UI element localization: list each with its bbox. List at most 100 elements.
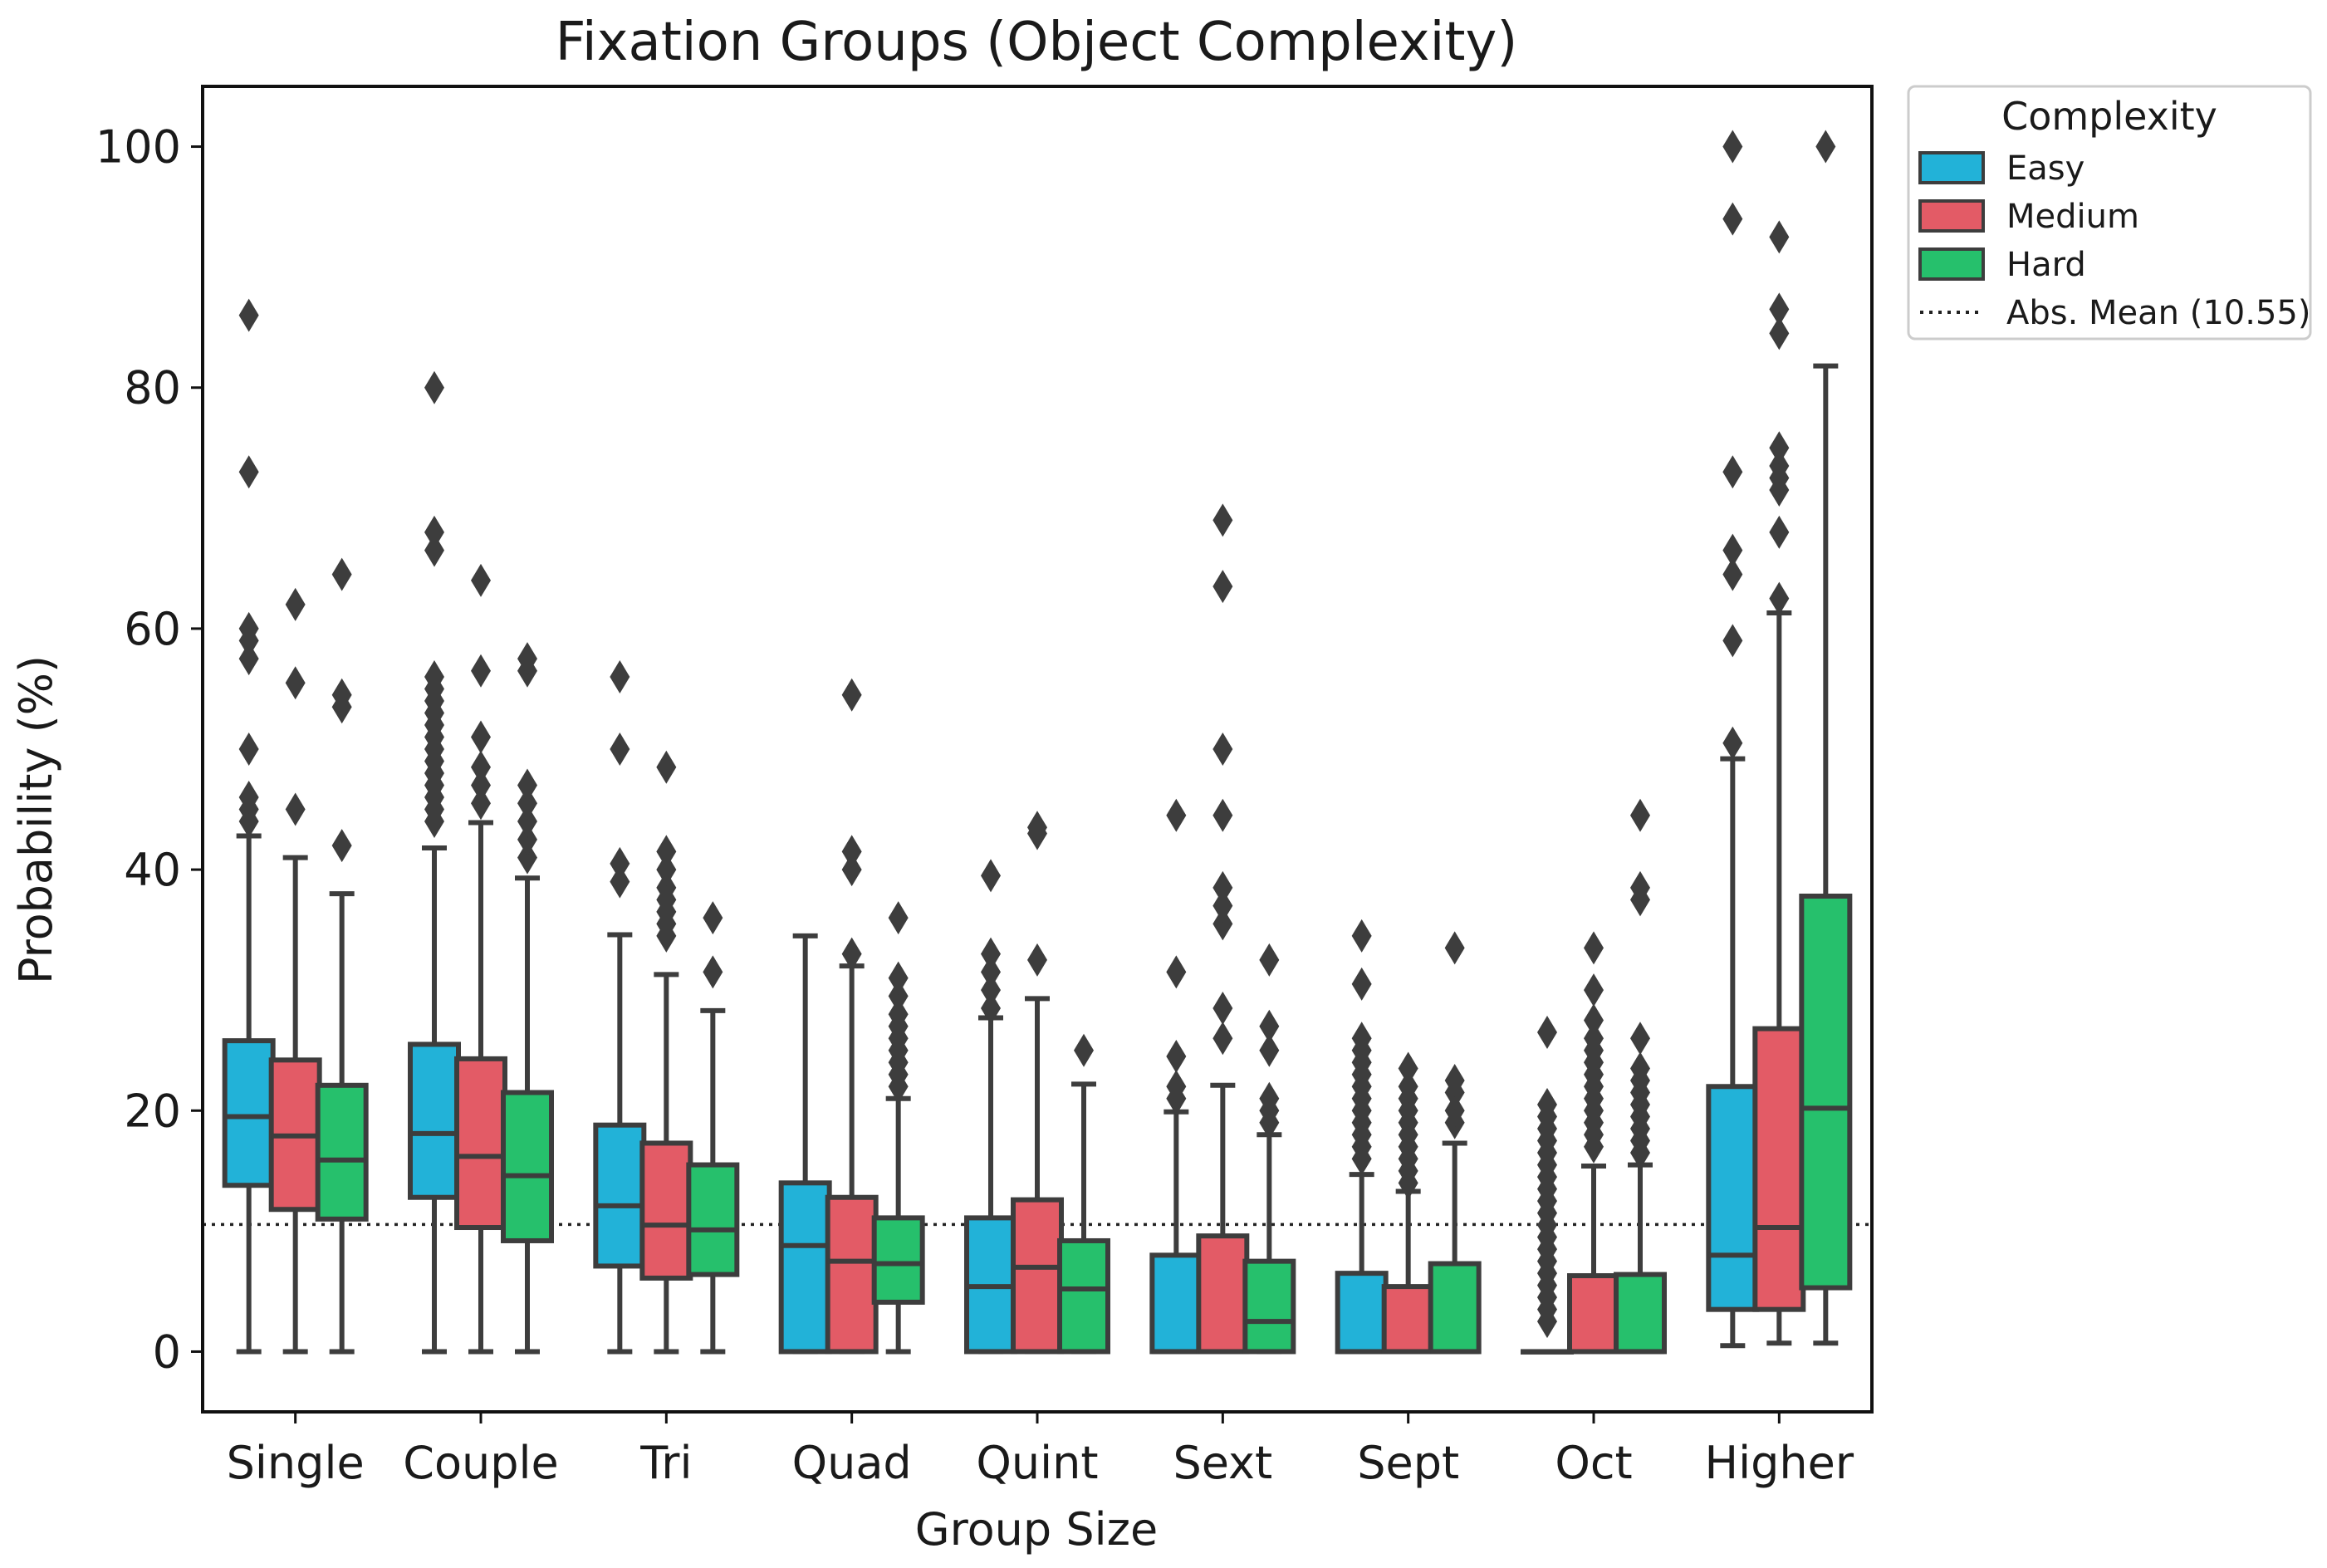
outlier-point (1769, 515, 1790, 549)
iqr-box (1196, 1233, 1250, 1355)
legend-swatch-medium (1918, 199, 1985, 233)
outlier-point (1212, 570, 1233, 604)
outlier-point (1722, 455, 1743, 489)
outlier-point (1074, 1033, 1094, 1067)
outlier-point (656, 750, 677, 784)
box-hard-sept (1428, 931, 1482, 1355)
outlier-point (1722, 533, 1743, 567)
plot-area (203, 130, 1872, 1355)
y-tick-label: 0 (153, 1325, 181, 1378)
legend-label-hard: Hard (2006, 246, 2086, 284)
box-easy-quint (964, 859, 1017, 1355)
outlier-point (841, 678, 862, 712)
outlier-point (1584, 931, 1604, 965)
y-tick-label: 60 (124, 603, 181, 655)
outlier-point (471, 786, 491, 821)
outlier-point (1444, 1094, 1465, 1128)
outlier-point (1630, 798, 1650, 832)
iqr-box (1428, 1261, 1482, 1355)
outlier-point (517, 642, 537, 676)
legend-swatch-hard (1918, 247, 1985, 281)
y-tick-label: 100 (96, 121, 181, 174)
iqr-box (639, 1140, 693, 1281)
outlier-point (517, 822, 537, 856)
outlier-point (1259, 1033, 1280, 1067)
axes: 0 20 40 60 80 100 Single Couple Tri Quad Quint Sext… (96, 85, 1874, 1489)
x-tick-label-tri: Tri (639, 1437, 692, 1489)
outlier-point (703, 955, 723, 989)
outlier-point (1537, 1015, 1557, 1049)
box-hard-quad (871, 901, 925, 1355)
outlier-point (238, 733, 259, 766)
x-tick-label-single: Single (227, 1437, 365, 1489)
box-easy-sept (1335, 919, 1389, 1355)
iqr-box (1149, 1252, 1203, 1355)
outlier-point (1351, 967, 1372, 1001)
outlier-point (610, 733, 630, 766)
legend: Complexity Easy Medium Hard Abs. Mean (10.5… (1907, 85, 2312, 341)
iqr-box (825, 1194, 879, 1355)
box-medium-quad (825, 678, 879, 1355)
outlier-point (981, 955, 1001, 989)
outlier-point (888, 901, 909, 935)
outlier-point (888, 961, 909, 995)
outlier-point (238, 611, 259, 645)
box-easy-couple (408, 370, 461, 1355)
outlier-point (285, 587, 306, 621)
outlier-point (1769, 431, 1790, 465)
outlier-point (1212, 991, 1233, 1025)
outlier-point (1259, 943, 1280, 977)
iqr-box (1335, 1271, 1389, 1355)
outlier-point (610, 865, 630, 899)
outlier-point (1398, 1051, 1418, 1085)
box-medium-sext (1196, 503, 1250, 1355)
outlier-point (1166, 1070, 1187, 1104)
outlier-point (471, 563, 491, 597)
box-hard-couple (501, 642, 554, 1355)
outlier-point (331, 678, 352, 712)
outlier-point (1815, 130, 1836, 164)
box-medium-oct (1567, 931, 1620, 1355)
outlier-point (238, 642, 259, 676)
outlier-point (1212, 798, 1233, 832)
outlier-point (1722, 726, 1743, 760)
iqr-box (1011, 1197, 1064, 1355)
box-medium-quint (1011, 811, 1064, 1355)
outlier-point (1584, 973, 1604, 1007)
legend-title: Complexity (2001, 94, 2217, 139)
outlier-point (471, 654, 491, 688)
x-tick-label-quint: Quint (976, 1437, 1098, 1489)
x-tick-label-couple: Couple (403, 1437, 558, 1489)
legend-swatch-easy (1918, 151, 1985, 184)
outlier-point (1769, 316, 1790, 350)
outlier-point (1584, 1022, 1604, 1056)
outlier-point (238, 455, 259, 489)
outlier-point (1722, 557, 1743, 591)
outlier-point (471, 750, 491, 784)
outlier-point (1212, 1022, 1233, 1056)
outlier-point (888, 979, 909, 1013)
outlier-point (888, 997, 909, 1031)
iqr-box (1381, 1284, 1435, 1355)
outlier-point (471, 720, 491, 754)
y-tick-label: 20 (124, 1085, 181, 1137)
outlier-point (1259, 1009, 1280, 1043)
outlier-point (981, 859, 1001, 893)
outlier-point (610, 659, 630, 693)
box-easy-higher (1706, 130, 1760, 1349)
outlier-point (517, 768, 537, 802)
outlier-point (1398, 1070, 1418, 1104)
iqr-box (778, 1180, 832, 1355)
iqr-box (454, 1056, 507, 1231)
outlier-point (1769, 292, 1790, 326)
outlier-point (517, 786, 537, 821)
box-medium-higher (1752, 220, 1806, 1346)
iqr-box (315, 1082, 369, 1222)
outlier-point (1212, 889, 1233, 923)
outlier-point (656, 835, 677, 869)
outlier-point (1769, 581, 1790, 615)
x-tick-label-higher: Higher (1705, 1437, 1854, 1489)
box-hard-oct (1614, 798, 1667, 1355)
y-tick-label: 80 (124, 362, 181, 414)
